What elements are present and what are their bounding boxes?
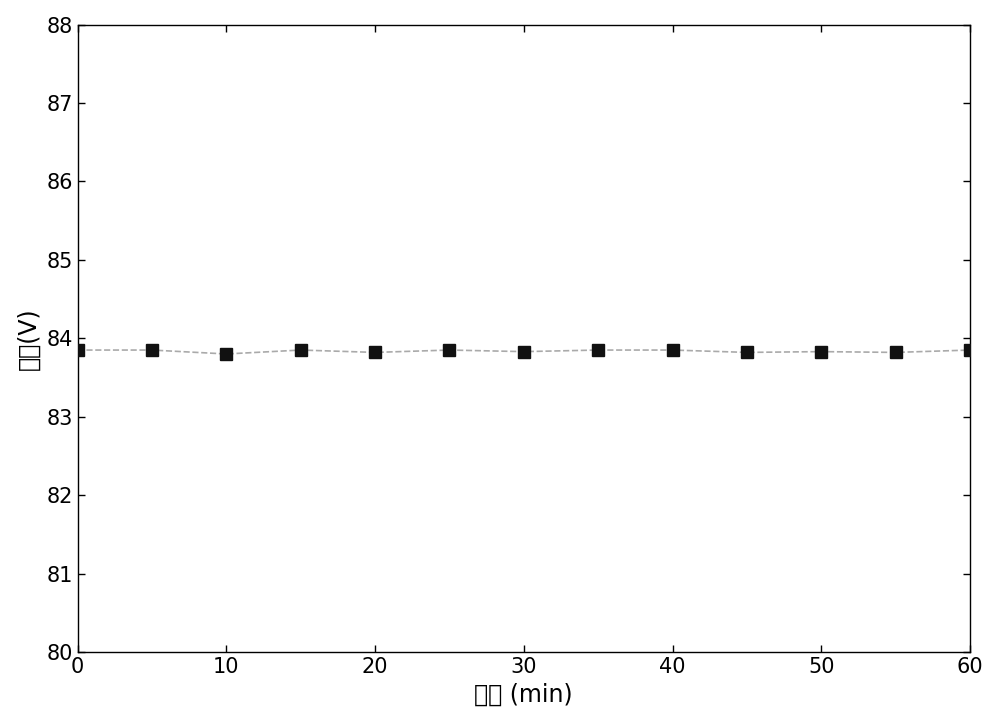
Y-axis label: 电压(V): 电压(V)	[17, 307, 41, 369]
X-axis label: 时间 (min): 时间 (min)	[474, 683, 573, 706]
